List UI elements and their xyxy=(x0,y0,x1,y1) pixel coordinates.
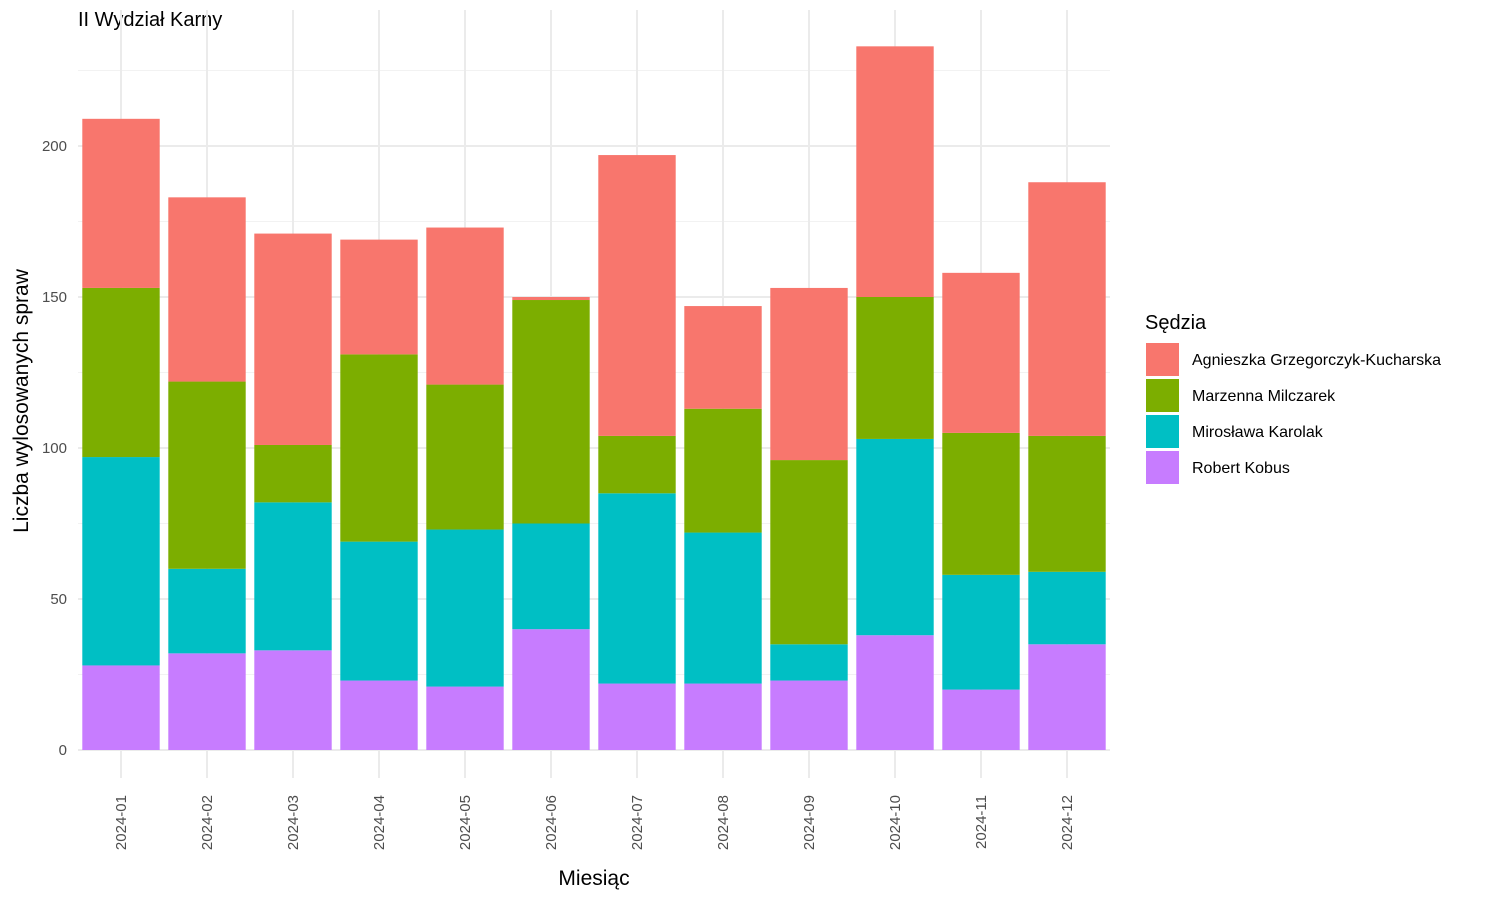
bar xyxy=(770,287,848,461)
bar xyxy=(684,306,762,409)
bar xyxy=(168,653,246,750)
bar xyxy=(942,432,1020,575)
bar xyxy=(340,541,418,681)
bar xyxy=(598,683,676,750)
bar xyxy=(254,444,332,503)
bar xyxy=(1028,435,1106,572)
x-tick-label: 2024-04 xyxy=(371,795,388,850)
bar xyxy=(856,635,934,750)
x-tick-label: 2024-09 xyxy=(801,795,818,850)
y-tick-label: 50 xyxy=(50,591,67,608)
bars xyxy=(82,46,1106,750)
x-tick-label: 2024-01 xyxy=(113,795,130,850)
bar xyxy=(254,650,332,750)
bar xyxy=(512,300,590,524)
bar xyxy=(684,532,762,684)
bar xyxy=(1028,644,1106,750)
bar xyxy=(856,438,934,636)
bar xyxy=(340,680,418,750)
bar xyxy=(1028,182,1106,436)
bar xyxy=(684,683,762,750)
x-axis-title: Miesiąc xyxy=(558,867,629,890)
bar xyxy=(942,272,1020,433)
bar xyxy=(426,529,504,687)
bar xyxy=(340,354,418,542)
x-tick-label: 2024-02 xyxy=(199,795,216,850)
bar xyxy=(770,680,848,750)
bar xyxy=(82,287,160,458)
chart-title: II Wydział Karny xyxy=(78,9,222,31)
bar xyxy=(168,568,246,654)
legend-title: Sędzia xyxy=(1145,312,1207,334)
bar xyxy=(598,155,676,436)
legend: Sędzia Agnieszka Grzegorczyk-Kucharska Ma… xyxy=(1145,312,1441,484)
y-tick-label: 100 xyxy=(42,440,67,457)
legend-label: Marzenna Milczarek xyxy=(1192,388,1336,405)
bar xyxy=(168,197,246,382)
legend-key xyxy=(1146,379,1179,412)
bar xyxy=(426,227,504,385)
bar xyxy=(426,384,504,530)
bar xyxy=(512,523,590,630)
legend-key xyxy=(1146,451,1179,484)
bar xyxy=(512,297,590,301)
x-tick-label: 2024-05 xyxy=(457,795,474,850)
bar xyxy=(856,46,934,298)
bar xyxy=(82,665,160,750)
x-tick-label: 2024-12 xyxy=(1059,795,1076,850)
bar xyxy=(598,493,676,684)
bar xyxy=(856,297,934,439)
x-tick-label: 2024-11 xyxy=(973,795,990,849)
bar xyxy=(1028,571,1106,645)
x-tick-label: 2024-06 xyxy=(543,795,560,850)
bar xyxy=(684,408,762,533)
y-tick-label: 200 xyxy=(42,138,67,155)
x-tick-label: 2024-07 xyxy=(629,795,646,850)
bar xyxy=(254,502,332,651)
y-axis-title: Liczba wylosowanych spraw xyxy=(10,268,33,533)
bar xyxy=(254,233,332,445)
x-axis-ticks: 2024-01 2024-02 2024-03 2024-04 2024-05 2024-… xyxy=(113,795,1076,850)
bar xyxy=(82,457,160,666)
bar xyxy=(598,435,676,494)
bar xyxy=(82,118,160,288)
y-axis-ticks: 0 50 100 150 200 xyxy=(42,138,67,759)
x-tick-label: 2024-10 xyxy=(887,795,904,850)
x-tick-label: 2024-03 xyxy=(285,795,302,850)
bar xyxy=(942,574,1020,690)
legend-key xyxy=(1146,343,1179,376)
bar xyxy=(340,239,418,355)
bar xyxy=(426,686,504,750)
bar xyxy=(512,629,590,750)
legend-label: Robert Kobus xyxy=(1192,460,1290,477)
legend-key xyxy=(1146,415,1179,448)
bar xyxy=(942,689,1020,750)
bar xyxy=(770,460,848,645)
legend-label: Mirosława Karolak xyxy=(1192,424,1324,441)
x-tick-label: 2024-08 xyxy=(715,795,732,850)
legend-label: Agnieszka Grzegorczyk-Kucharska xyxy=(1192,352,1441,369)
bar xyxy=(168,381,246,569)
y-tick-label: 0 xyxy=(59,742,67,759)
y-tick-label: 150 xyxy=(42,289,67,306)
bar xyxy=(770,644,848,681)
